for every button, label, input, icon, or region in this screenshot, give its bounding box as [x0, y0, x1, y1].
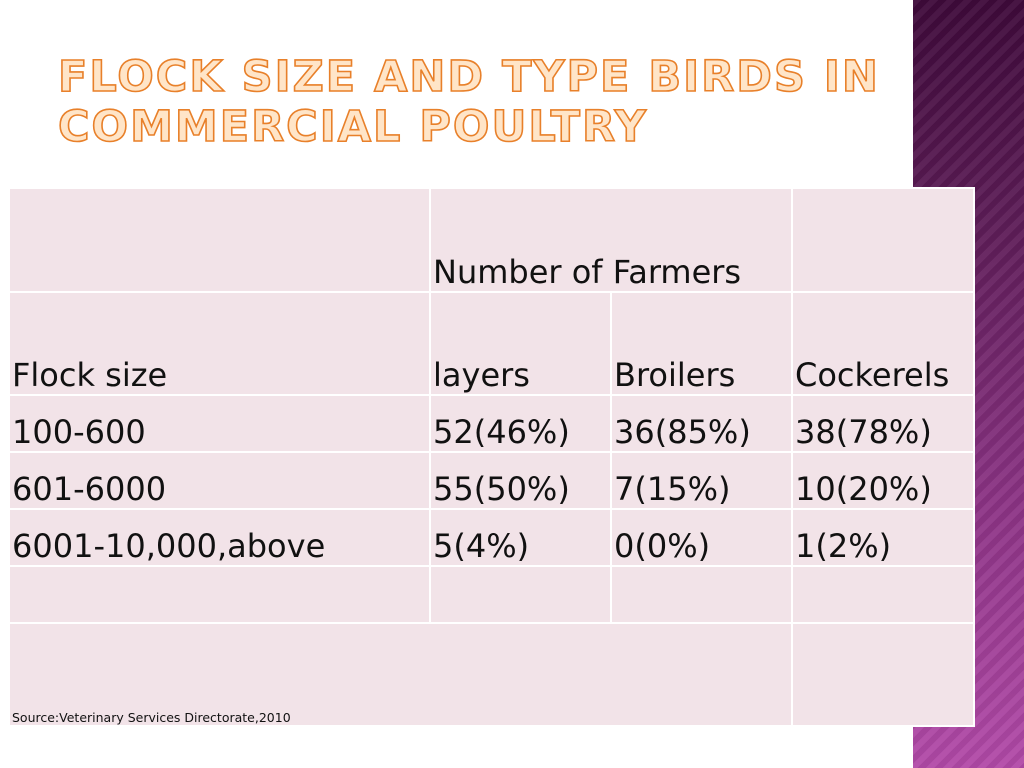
empty-row	[8, 565, 975, 624]
empty-cell	[610, 565, 793, 624]
flock-table-container: Number of Farmers Flock size layers Broi…	[8, 187, 975, 727]
flock-size-cell: 6001-10,000,above	[8, 508, 431, 567]
flock-size-cell: 601-6000	[8, 451, 431, 510]
flock-size-table: Number of Farmers Flock size layers Broi…	[8, 187, 975, 727]
table-row: 6001-10,000,above 5(4%) 0(0%) 1(2%)	[8, 508, 975, 567]
empty-header-cell	[791, 187, 975, 293]
group-header-row: Number of Farmers	[8, 187, 975, 293]
number-of-farmers-header: Number of Farmers	[429, 187, 793, 293]
column-header-layers: layers	[429, 291, 612, 396]
cockerels-cell: 10(20%)	[791, 451, 975, 510]
layers-cell: 55(50%)	[429, 451, 612, 510]
table-row: 100-600 52(46%) 36(85%) 38(78%)	[8, 394, 975, 453]
table-row: 601-6000 55(50%) 7(15%) 10(20%)	[8, 451, 975, 510]
empty-cell	[429, 565, 612, 624]
source-cell: Source:Veterinary Services Directorate,2…	[8, 622, 793, 727]
cockerels-cell: 1(2%)	[791, 508, 975, 567]
cockerels-cell: 38(78%)	[791, 394, 975, 453]
layers-cell: 52(46%)	[429, 394, 612, 453]
broilers-cell: 7(15%)	[610, 451, 793, 510]
source-note: Source:Veterinary Services Directorate,2…	[12, 710, 291, 725]
column-header-cockerels: Cockerels	[791, 291, 975, 396]
column-header-broilers: Broilers	[610, 291, 793, 396]
column-header-flock-size: Flock size	[8, 291, 431, 396]
empty-cell	[791, 622, 975, 727]
column-header-row: Flock size layers Broilers Cockerels	[8, 291, 975, 396]
slide-title: Flock size and type birds in commercial …	[57, 51, 880, 153]
layers-cell: 5(4%)	[429, 508, 612, 567]
source-row: Source:Veterinary Services Directorate,2…	[8, 622, 975, 727]
broilers-cell: 36(85%)	[610, 394, 793, 453]
empty-cell	[791, 565, 975, 624]
empty-header-cell	[8, 187, 431, 293]
empty-cell	[8, 565, 431, 624]
flock-size-cell: 100-600	[8, 394, 431, 453]
broilers-cell: 0(0%)	[610, 508, 793, 567]
